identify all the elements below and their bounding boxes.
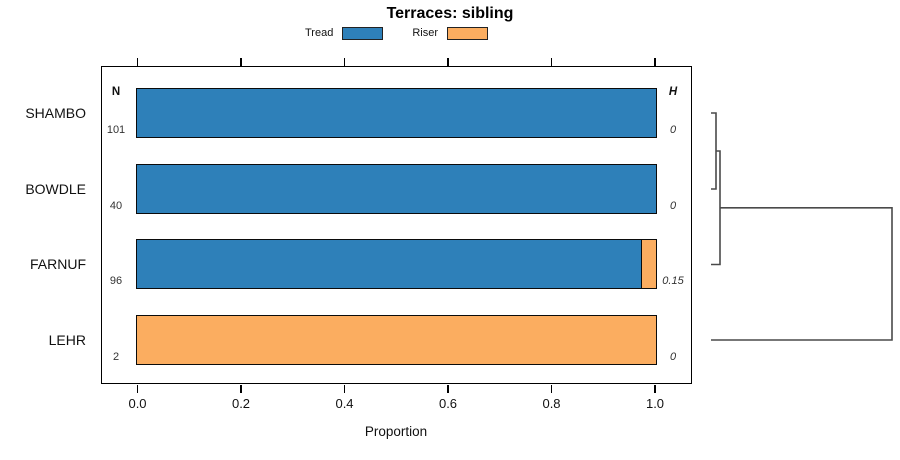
h-value-bowdle: 0: [669, 200, 677, 212]
n-value-farnuf: 96: [109, 275, 123, 287]
legend-swatch-riser: [447, 26, 488, 40]
bar-segment-riser-farnuf: [640, 239, 657, 289]
axis-tick-bottom: [654, 384, 656, 393]
legend-item-riser: Riser: [412, 26, 488, 40]
axis-tick-bottom: [447, 384, 449, 393]
axis-tick-bottom: [343, 384, 346, 393]
n-value-bowdle: 40: [109, 200, 123, 212]
axis-tick-bottom: [240, 384, 242, 393]
axis-tick-label: 0.4: [335, 396, 354, 411]
axis-tick-label: 0.2: [231, 396, 251, 411]
dendrogram: [711, 112, 893, 341]
axis-tick-top: [343, 57, 346, 66]
axis-tick-bottom: [136, 384, 139, 393]
n-value-shambo: 101: [106, 124, 126, 136]
category-labels: SHAMBO BOWDLE FARNUF LEHR: [0, 0, 93, 460]
n-value-lehr: 2: [112, 351, 120, 363]
dendrogram-branch-3: [711, 207, 893, 341]
legend-swatch-tread: [342, 26, 384, 40]
category-label-lehr: LEHR: [48, 332, 86, 348]
legend-item-tread: Tread: [305, 26, 384, 40]
h-column-header: H: [668, 86, 678, 98]
category-label-shambo: SHAMBO: [25, 105, 86, 121]
x-axis-title: Proportion: [364, 424, 428, 439]
h-value-shambo: 0: [669, 124, 677, 136]
bar-segment-tread-farnuf: [136, 239, 644, 289]
legend: Tread Riser: [101, 25, 692, 41]
axis-tick-label: 0.6: [438, 396, 458, 411]
n-column-header: N: [111, 86, 121, 98]
bar-segment-tread-shambo: [136, 88, 657, 138]
dendrogram-branch-1: [711, 112, 717, 190]
legend-label: Riser: [412, 27, 438, 39]
category-label-farnuf: FARNUF: [30, 256, 86, 272]
chart-title: Terraces: sibling: [386, 5, 514, 22]
axis-tick-top: [136, 57, 139, 66]
axis-tick-top: [654, 57, 656, 66]
axis-tick-label: 0.0: [128, 396, 147, 411]
legend-label: Tread: [305, 27, 334, 39]
bar-segment-tread-bowdle: [136, 164, 657, 214]
plot-box: [101, 66, 692, 384]
axis-tick-top: [447, 57, 449, 66]
axis-tick-top: [550, 57, 553, 66]
h-value-farnuf: 0.15: [662, 275, 684, 287]
axis-tick-label: 0.8: [542, 396, 561, 411]
category-label-bowdle: BOWDLE: [25, 181, 86, 197]
axis-tick-top: [240, 57, 242, 66]
h-value-lehr: 0: [669, 351, 677, 363]
axis-tick-bottom: [550, 384, 553, 393]
bar-segment-riser-lehr: [136, 315, 657, 365]
axis-tick-label: 1.0: [645, 396, 665, 411]
